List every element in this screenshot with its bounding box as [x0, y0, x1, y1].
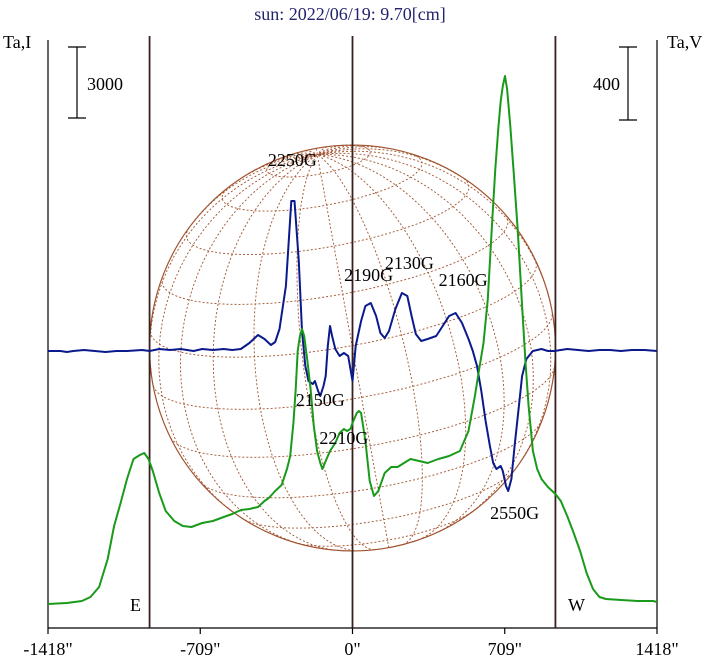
longitude-line [191, 154, 318, 225]
field-annotation: 2210G [319, 428, 368, 448]
longitude-line [317, 144, 345, 155]
series-line-I [48, 200, 658, 492]
x-tick-label: -1418" [23, 639, 72, 659]
longitude-line [315, 148, 318, 155]
longitude-line [317, 148, 460, 176]
longitude-line [317, 154, 423, 545]
longitude-line [317, 144, 356, 156]
chart-title: sun: 2022/06/19: 9.70[cm] [254, 4, 446, 24]
solar-disk-grid [148, 144, 557, 552]
latitude-line [374, 544, 404, 551]
longitude-line [158, 154, 318, 514]
longitude-line [180, 154, 318, 546]
longitude-line [296, 154, 375, 551]
longitude-line [212, 154, 340, 551]
latitude-line [170, 368, 555, 458]
x-tick-label: -709" [180, 639, 220, 659]
field-annotation: 2130G [385, 253, 434, 273]
y-right-label: Ta,V [667, 32, 702, 52]
longitude-line [317, 154, 534, 516]
series-group [47, 75, 658, 605]
longitude-line [316, 146, 328, 155]
longitude-line [277, 153, 318, 160]
longitude-line [317, 154, 467, 539]
field-annotation: 2190G [344, 265, 393, 285]
latitude-line [244, 470, 514, 529]
y-left-label: Ta,I [3, 32, 31, 52]
field-annotation: 2150G [296, 390, 345, 410]
latitude-line [298, 511, 472, 547]
x-tick-label: 709" [488, 639, 522, 659]
longitude-line [305, 150, 318, 155]
latitude-line [221, 152, 423, 212]
longitude-line [316, 154, 390, 548]
latitude-line [185, 177, 470, 256]
scale-left-label: 3000 [87, 74, 123, 94]
limb-label-west: W [568, 595, 585, 615]
scale-bar-left: 3000 [68, 46, 123, 119]
limb-label-east: E [130, 595, 141, 615]
longitude-line [149, 154, 318, 378]
longitude-line [317, 146, 389, 156]
x-tick-label: 1418" [635, 639, 678, 659]
x-axis-ticks: -1418" -709" 0" 709" 1418" [23, 628, 679, 659]
latitude-line [149, 261, 537, 358]
longitude-line [317, 154, 505, 534]
x-tick-label: 0" [344, 639, 360, 659]
field-annotation: 2250G [268, 150, 317, 170]
longitude-line [317, 152, 552, 462]
series-line-V [47, 75, 658, 605]
scale-right-label: 400 [593, 74, 620, 94]
longitude-line [247, 154, 318, 175]
latitude-line [161, 215, 509, 305]
longitude-line [253, 154, 355, 552]
scale-bar-right: 400 [593, 46, 637, 121]
field-annotation: 2160G [439, 270, 488, 290]
limb-lines [148, 36, 557, 628]
field-annotation: 2550G [490, 503, 539, 523]
longitude-line [288, 152, 318, 156]
